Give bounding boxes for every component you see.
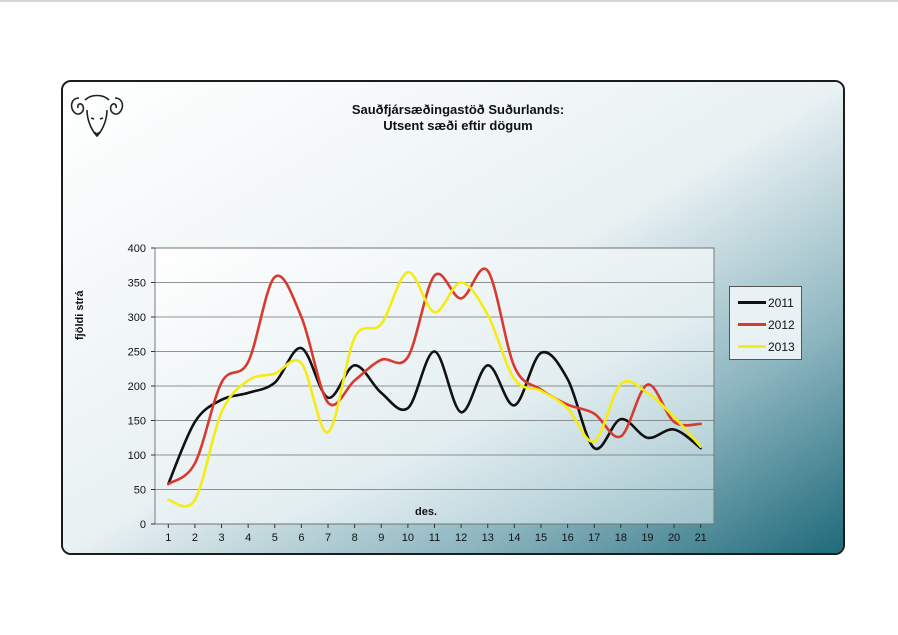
legend-label-2011: 2011 xyxy=(768,295,794,310)
x-axis-label: des. xyxy=(415,506,438,518)
x-tick-label: 15 xyxy=(535,532,547,544)
y-tick-label: 0 xyxy=(140,519,146,531)
chart-panel: 0 50 100 150 200 250 300 350 400 1 2 3 4 5 6 7 8 9 10 11 12 1… xyxy=(61,80,845,555)
legend-label-2013: 2013 xyxy=(768,339,795,354)
x-tick-label: 8 xyxy=(352,532,358,544)
series-line-2013 xyxy=(167,270,702,508)
legend-swatch-2012 xyxy=(738,323,766,327)
x-tick-label: 4 xyxy=(245,532,251,544)
x-tick-label: 6 xyxy=(298,532,304,544)
legend-item-2011: 2011 xyxy=(738,295,794,310)
x-tick-label: 2 xyxy=(192,532,198,544)
x-tick-label: 18 xyxy=(615,532,627,544)
x-tick-label: 17 xyxy=(588,532,600,544)
x-tick-label: 9 xyxy=(378,532,384,544)
x-tick-label: 14 xyxy=(508,532,520,544)
page-top-edge xyxy=(0,0,898,2)
ram-head-logo-icon xyxy=(70,94,124,138)
y-tick-label: 300 xyxy=(128,312,146,324)
legend: 2011 2012 2013 xyxy=(729,286,802,360)
legend-label-2012: 2012 xyxy=(768,317,795,332)
y-tick-label: 150 xyxy=(128,416,146,428)
x-tick-label: 16 xyxy=(561,532,573,544)
x-tick-label: 20 xyxy=(668,532,680,544)
y-tick-label: 100 xyxy=(128,450,146,462)
x-tick-label: 1 xyxy=(165,532,171,544)
x-tick-label: 21 xyxy=(695,532,707,544)
series-line-2012 xyxy=(167,267,702,486)
x-tick-label: 13 xyxy=(482,532,494,544)
y-tick-label: 400 xyxy=(128,243,146,255)
legend-swatch-2011 xyxy=(738,301,766,305)
y-tick-label: 250 xyxy=(128,347,146,359)
chart-title: Sauðfjársæðingastöð Suðurlands: xyxy=(351,102,565,117)
y-tick-label: 350 xyxy=(128,278,146,290)
y-tick-label: 50 xyxy=(134,485,146,497)
x-tick-label: 10 xyxy=(402,532,414,544)
x-tick-label: 12 xyxy=(455,532,467,544)
legend-swatch-2013 xyxy=(738,345,766,349)
chart-subtitle: Utsent sæði eftir dögum xyxy=(383,118,533,133)
x-tick-label: 5 xyxy=(272,532,278,544)
x-tick-label: 7 xyxy=(325,532,331,544)
x-tick-label: 3 xyxy=(218,532,224,544)
x-tick-label: 11 xyxy=(429,532,440,544)
series-layer xyxy=(167,267,702,508)
x-tick-label: 19 xyxy=(641,532,653,544)
legend-item-2012: 2012 xyxy=(738,317,795,332)
y-tick-label: 200 xyxy=(128,381,146,393)
y-axis-label: fjöldi strá xyxy=(74,290,86,340)
legend-item-2013: 2013 xyxy=(738,339,795,354)
chart-title-block: Sauðfjársæðingastöð Suðurlands: Utsent s… xyxy=(243,102,673,134)
